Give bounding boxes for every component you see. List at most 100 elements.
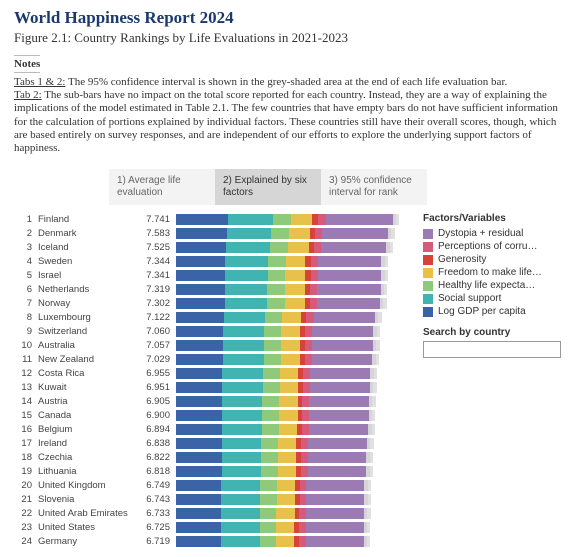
rank-cell: 4: [14, 256, 36, 267]
score-cell: 6.838: [136, 438, 176, 449]
country-cell: Luxembourg: [36, 312, 136, 323]
bar-segment: [285, 270, 305, 281]
stacked-bar: [176, 494, 368, 505]
tab[interactable]: 3) 95% confidence interval for rank: [321, 169, 427, 205]
table-row: 12Costa Rica6.955: [14, 367, 409, 381]
bar-segment: [262, 410, 279, 421]
bar-segment: [308, 466, 370, 477]
bar-segment: [302, 410, 309, 421]
table-row: 3Iceland7.525: [14, 241, 409, 255]
bar-segment: [176, 480, 221, 491]
score-cell: 6.822: [136, 452, 176, 463]
stacked-bar: [176, 396, 372, 407]
table-row: 16Belgium6.894: [14, 423, 409, 437]
country-cell: Switzerland: [36, 326, 136, 337]
bar-area: [176, 424, 409, 435]
stacked-bar: [176, 242, 390, 253]
bar-segment: [222, 410, 262, 421]
confidence-interval: [366, 452, 373, 463]
bar-area: [176, 256, 409, 267]
bar-segment: [285, 298, 305, 309]
bar-segment: [276, 522, 294, 533]
tab[interactable]: 1) Average life evaluation: [109, 169, 215, 205]
bar-segment: [322, 228, 391, 239]
bar-segment: [260, 508, 276, 519]
country-cell: Denmark: [36, 228, 136, 239]
bar-segment: [221, 480, 260, 491]
bar-segment: [271, 228, 289, 239]
bar-area: [176, 382, 409, 393]
bar-segment: [268, 256, 286, 267]
bar-segment: [221, 536, 260, 547]
confidence-interval: [381, 256, 388, 267]
bar-segment: [265, 312, 282, 323]
confidence-interval: [364, 480, 371, 491]
bar-segment: [306, 480, 367, 491]
table-row: 17Ireland6.838: [14, 437, 409, 451]
rank-cell: 5: [14, 270, 36, 281]
tab[interactable]: 2) Explained by six factors: [215, 169, 321, 205]
table-row: 4Sweden7.344: [14, 255, 409, 269]
stacked-bar: [176, 480, 368, 491]
bar-segment: [282, 312, 301, 323]
rank-cell: 2: [14, 228, 36, 239]
bar-segment: [176, 326, 223, 337]
bar-segment: [321, 242, 389, 253]
table-row: 23United States6.725: [14, 521, 409, 535]
search-input[interactable]: [423, 341, 561, 358]
bar-segment: [261, 466, 277, 477]
confidence-interval: [386, 242, 393, 253]
bar-segment: [263, 382, 280, 393]
notes-heading: Notes: [14, 55, 40, 73]
bar-segment: [176, 494, 221, 505]
bar-segment: [300, 494, 307, 505]
legend-swatch: [423, 281, 433, 291]
stacked-bar: [176, 522, 367, 533]
legend-swatch: [423, 242, 433, 252]
legend-item: Healthy life expecta…: [423, 280, 561, 291]
bar-segment: [221, 522, 260, 533]
legend-swatch: [423, 268, 433, 278]
rank-cell: 13: [14, 382, 36, 393]
country-cell: Israel: [36, 270, 136, 281]
tabs: 1) Average life evaluation2) Explained b…: [109, 169, 561, 205]
stacked-bar: [176, 326, 377, 337]
notes-label-1: Tabs 1 & 2:: [14, 76, 65, 88]
bar-segment: [291, 214, 312, 225]
legend: Factors/Variables Dystopia + residualPer…: [423, 213, 561, 549]
stacked-bar: [176, 354, 376, 365]
bar-segment: [224, 312, 265, 323]
bar-segment: [278, 438, 296, 449]
bar-segment: [176, 270, 225, 281]
bar-area: [176, 326, 409, 337]
bar-segment: [262, 424, 279, 435]
score-cell: 6.955: [136, 368, 176, 379]
stacked-bar: [176, 508, 367, 519]
bar-segment: [308, 452, 370, 463]
stacked-bar: [176, 536, 367, 547]
confidence-interval: [368, 424, 375, 435]
table-row: 1Finland7.741: [14, 213, 409, 227]
country-cell: Lithuania: [36, 466, 136, 477]
bar-segment: [176, 396, 222, 407]
bar-segment: [176, 214, 228, 225]
legend-label: Perceptions of corru…: [438, 241, 538, 252]
bar-segment: [277, 480, 295, 491]
bar-segment: [260, 536, 276, 547]
bar-segment: [227, 228, 271, 239]
score-cell: 7.341: [136, 270, 176, 281]
bar-segment: [176, 410, 222, 421]
bar-segment: [305, 340, 312, 351]
legend-label: Freedom to make life…: [438, 267, 542, 278]
legend-label: Social support: [438, 293, 501, 304]
rank-cell: 19: [14, 466, 36, 477]
bar-area: [176, 438, 409, 449]
confidence-interval: [370, 368, 377, 379]
bar-segment: [310, 382, 373, 393]
bar-segment: [305, 354, 312, 365]
bar-area: [176, 284, 409, 295]
bar-segment: [279, 396, 298, 407]
score-cell: 7.525: [136, 242, 176, 253]
table-row: 6Netherlands7.319: [14, 283, 409, 297]
bar-segment: [318, 214, 326, 225]
